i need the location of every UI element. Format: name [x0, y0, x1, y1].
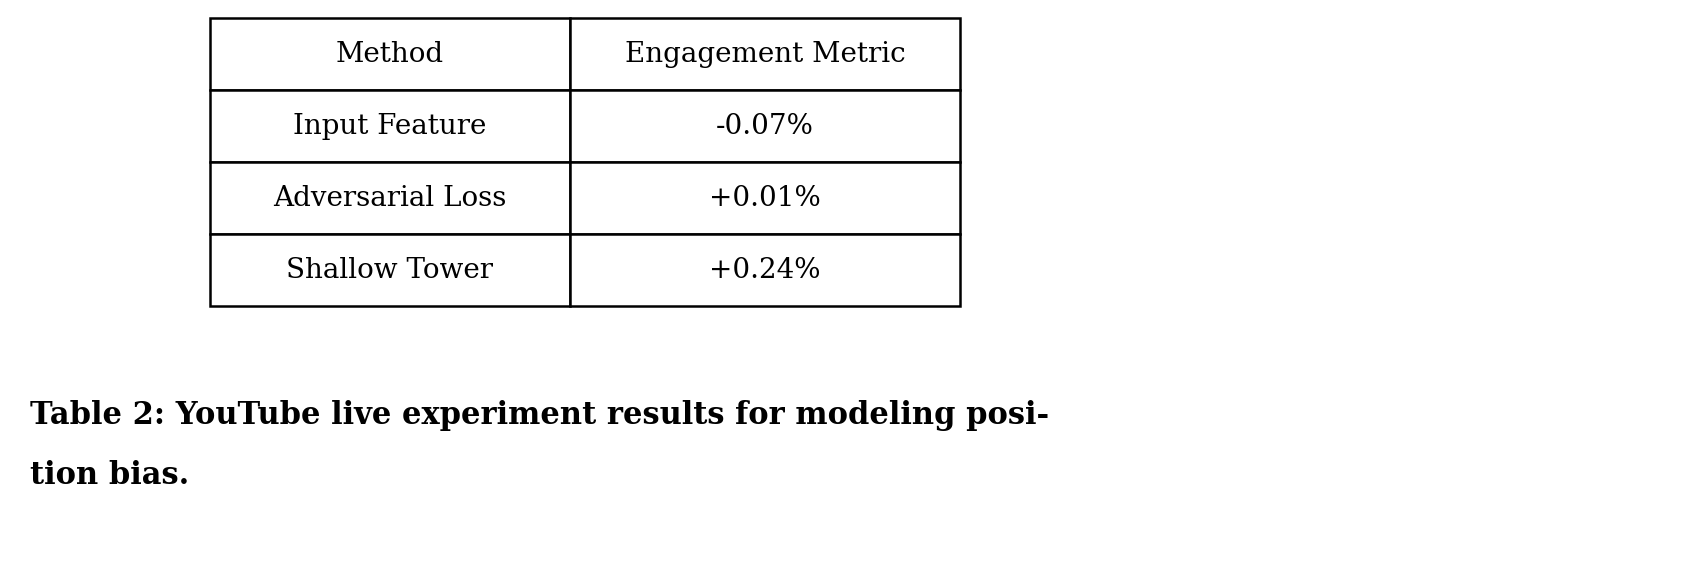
Bar [570, 162, 959, 234]
Bar [570, 234, 959, 306]
Bar [570, 90, 959, 162]
Text: +0.01%: +0.01% [708, 184, 821, 212]
Text: tion bias.: tion bias. [31, 460, 189, 491]
Bar [570, 18, 959, 90]
Bar [210, 162, 570, 234]
Text: Method: Method [336, 41, 444, 67]
Text: Engagement Metric: Engagement Metric [625, 41, 905, 67]
Text: Table 2: YouTube live experiment results for modeling posi-: Table 2: YouTube live experiment results… [31, 400, 1048, 431]
Text: Adversarial Loss: Adversarial Loss [273, 184, 507, 212]
Text: Input Feature: Input Feature [294, 113, 486, 140]
Text: +0.24%: +0.24% [708, 256, 821, 284]
Bar [210, 90, 570, 162]
Text: Shallow Tower: Shallow Tower [287, 256, 493, 284]
Bar [210, 234, 570, 306]
Bar [210, 18, 570, 90]
Text: -0.07%: -0.07% [715, 113, 814, 140]
